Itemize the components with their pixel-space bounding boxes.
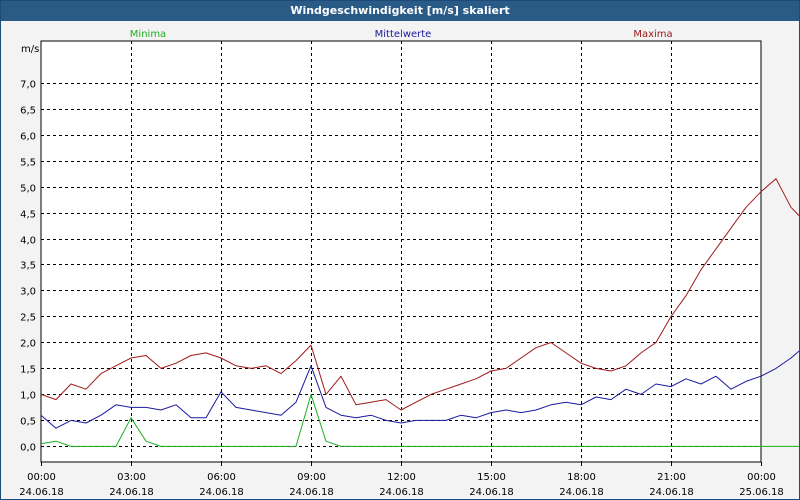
x-tick-time: 12:00 [387,472,416,483]
x-tick-time: 18:00 [567,472,596,483]
y-axis: 0,0 0,5 1,0 1,5 2,0 2,5 3,0 3,5 4,0 4,5 5,0 5,5 6,0 6… [20,80,36,454]
y-tick-label: 0,5 [20,417,36,428]
x-tick-date: 24.06.18 [469,487,514,498]
x-tick-time: 21:00 [657,472,686,483]
x-tick-date: 24.06.18 [109,487,154,498]
x-tick-time: 00:00 [747,472,776,483]
legend-mittelwerte: Mittelwerte [375,29,432,40]
x-tick-time: 09:00 [297,472,326,483]
y-tick-label: 4,5 [20,210,36,221]
x-tick-time: 03:00 [117,472,146,483]
x-tick-date: 24.06.18 [379,487,424,498]
x-tick-time: 00:00 [27,472,56,483]
y-tick-label: 5,0 [20,184,36,195]
chart-title: Windgeschwindigkeit [m/s] skaliert [1,1,799,21]
x-tick-date: 24.06.18 [289,487,334,498]
x-tick-time: 06:00 [207,472,236,483]
x-tick-date: 24.06.18 [649,487,694,498]
series-line-maxima [40,178,799,411]
x-axis: 00:00 24.06.18 03:00 24.06.18 06:00 24.06.18 0… [19,462,784,498]
y-tick-label: 6,0 [20,132,36,143]
legend-minima: Minima [130,29,166,40]
y-tick-label: 3,5 [20,261,36,272]
y-axis-label: m/s [21,44,39,55]
y-tick-label: 6,5 [20,106,36,117]
x-tick-date: 24.06.18 [199,487,244,498]
x-tick-date: 24.06.18 [19,487,64,498]
y-tick-label: 2,0 [20,339,36,350]
y-tick-label: 5,5 [20,158,36,169]
y-tick-label: 3,0 [20,287,36,298]
x-tick-time: 15:00 [477,472,506,483]
y-tick-label: 7,0 [20,80,36,91]
x-tick-date: 24.06.18 [559,487,604,498]
y-tick-label: 2,5 [20,313,36,324]
legend-maxima: Maxima [633,29,672,40]
series-line-mittelwerte [40,350,799,429]
legend: Minima Mittelwerte Maxima [130,29,673,40]
y-tick-label: 1,5 [20,365,36,376]
y-tick-label: 0,0 [20,443,36,454]
x-tick-date: 25.06.18 [739,487,784,498]
y-tick-label: 1,0 [20,391,36,402]
series-lines [40,178,799,447]
vertical-gridlines [131,41,672,462]
y-tick-label: 4,0 [20,236,36,247]
series-line-minima [40,393,799,447]
